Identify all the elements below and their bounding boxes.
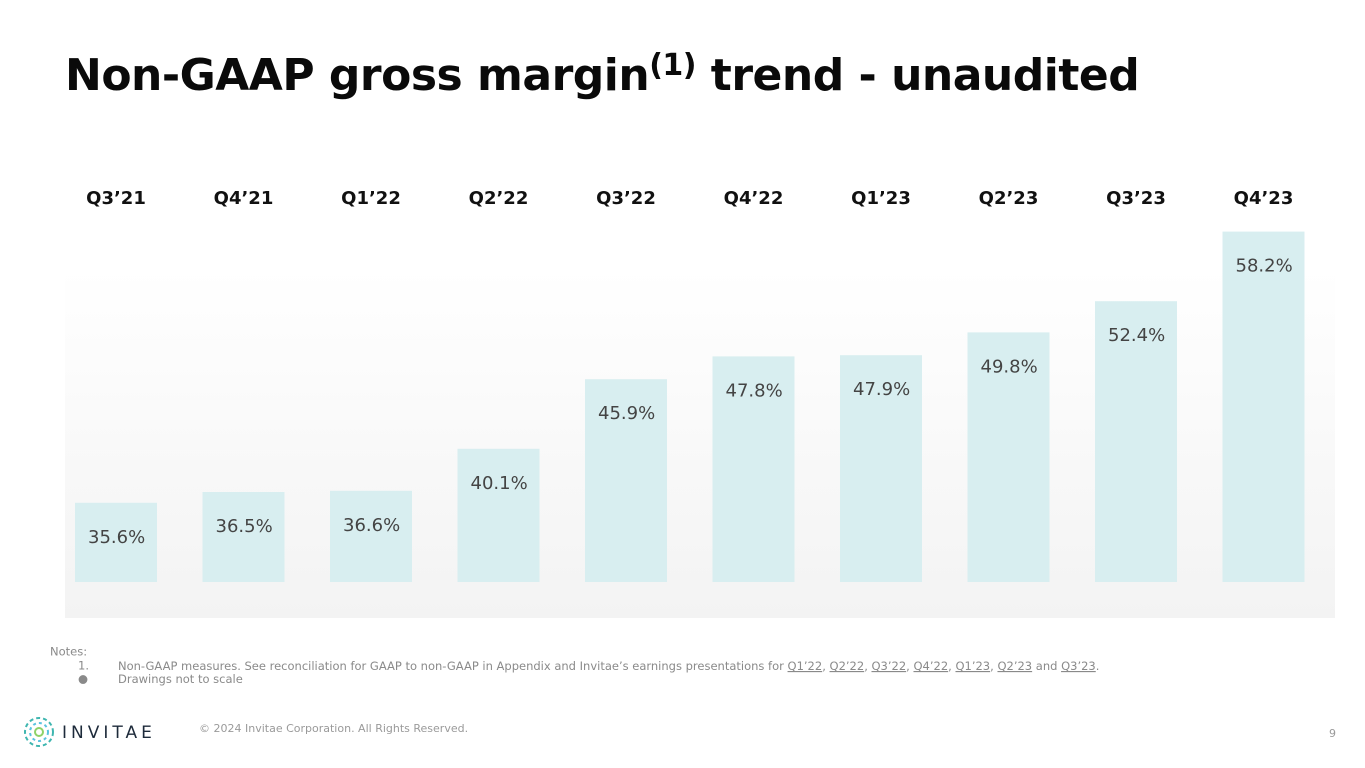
value-label: 36.5% [216, 516, 273, 537]
note-span: . [1096, 659, 1100, 673]
page-number: 9 [1329, 727, 1336, 740]
title-rest: trend - unaudited [696, 50, 1139, 101]
notes-heading: Notes: [50, 645, 87, 659]
note-link: Q2’22 [830, 659, 865, 673]
note-text: Non-GAAP measures. See reconciliation fo… [118, 659, 1099, 673]
bar [1222, 231, 1305, 582]
note-link: Q1’22 [788, 659, 823, 673]
value-label: 36.6% [343, 515, 400, 536]
note-marker: 1. [78, 659, 89, 673]
note-span: , [948, 659, 955, 673]
note-span: , [822, 659, 829, 673]
notes: 1. Non-GAAP measures. See reconciliation … [78, 659, 1099, 686]
category-label: Q4’21 [214, 188, 274, 209]
category-label: Q1’23 [851, 188, 911, 209]
logo-icon [24, 717, 54, 747]
value-label: 58.2% [1236, 256, 1293, 277]
note-link: Q3’23 [1061, 659, 1096, 673]
note-marker: ● [78, 672, 88, 686]
category-label: Q3’21 [86, 188, 146, 209]
value-label: 35.6% [88, 527, 145, 548]
value-label: 40.1% [471, 473, 528, 494]
bar [330, 490, 412, 582]
copyright: © 2024 Invitae Corporation. All Rights R… [199, 722, 468, 735]
bar [840, 355, 922, 582]
value-label: 47.9% [853, 379, 910, 400]
value-label: 52.4% [1108, 325, 1165, 346]
category-label: Q2’22 [469, 188, 529, 209]
note-link: Q4’22 [913, 659, 948, 673]
title-superscript: (1) [649, 48, 696, 83]
note-span: , [864, 659, 871, 673]
category-label: Q3’22 [596, 188, 656, 209]
bar [1095, 301, 1177, 582]
note-span: , [990, 659, 997, 673]
note-span: Non-GAAP measures. See reconciliation fo… [118, 659, 788, 673]
note-link: Q1’23 [955, 659, 990, 673]
category-label: Q2’23 [979, 188, 1039, 209]
category-label: Q3’23 [1106, 188, 1166, 209]
category-label: Q4’22 [724, 188, 784, 209]
note-span: Drawings not to scale [118, 672, 243, 686]
bar [712, 356, 795, 582]
note-span: , [906, 659, 913, 673]
value-label: 47.8% [726, 380, 783, 401]
bar [967, 332, 1050, 582]
value-label: 49.8% [981, 356, 1038, 377]
category-label: Q1’22 [341, 188, 401, 209]
value-label: 45.9% [598, 403, 655, 424]
bar [585, 379, 667, 582]
note-span: and [1032, 659, 1061, 673]
category-label: Q4’23 [1234, 188, 1294, 209]
bar [75, 502, 157, 582]
chart: Q3’21 35.6% Q4’21 36.5% Q1’22 36.6% Q2’22 40.1%… [75, 188, 1305, 582]
logo-text: INVITAE [62, 723, 156, 743]
note-text: Drawings not to scale [118, 672, 243, 686]
note-link: Q2’23 [997, 659, 1032, 673]
bar [457, 448, 540, 582]
title: Non-GAAP gross margin(1) trend - unaudit… [65, 48, 1139, 102]
note-link: Q3’22 [872, 659, 907, 673]
bar [202, 492, 285, 582]
title-main: Non-GAAP gross margin [65, 50, 649, 101]
